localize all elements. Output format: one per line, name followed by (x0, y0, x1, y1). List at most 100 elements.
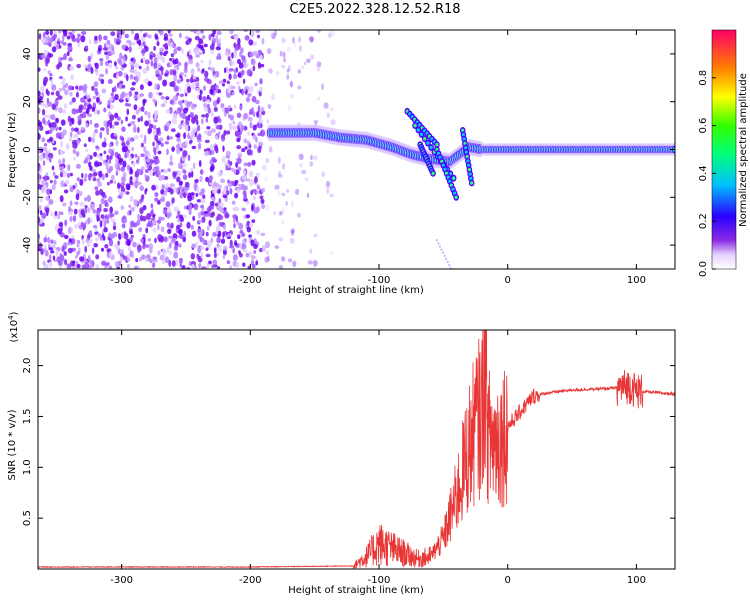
noise-speckle (243, 112, 248, 120)
noise-speckle (330, 30, 336, 37)
noise-speckle (121, 30, 125, 35)
noise-speckle (137, 126, 140, 134)
noise-speckle (212, 30, 217, 35)
noise-speckle (115, 66, 118, 70)
noise-speckle (119, 80, 124, 85)
noise-speckle (61, 247, 65, 253)
noise-speckle (154, 83, 158, 90)
noise-speckle (155, 69, 160, 75)
noise-speckle (153, 61, 158, 68)
noise-speckle (85, 148, 89, 153)
noise-speckle (199, 175, 203, 183)
noise-speckle (204, 150, 210, 156)
noise-speckle (109, 43, 114, 50)
noise-speckle (98, 101, 102, 105)
noise-speckle (176, 176, 181, 182)
noise-speckle (239, 105, 243, 110)
noise-speckle (78, 104, 84, 110)
noise-speckle (67, 115, 71, 122)
noise-speckle (92, 209, 97, 214)
noise-speckle (245, 96, 251, 103)
noise-speckle (95, 237, 99, 242)
noise-speckle (50, 239, 54, 244)
noise-speckle (108, 148, 113, 154)
noise-speckle (196, 119, 199, 126)
noise-speckle (76, 251, 80, 256)
noise-speckle (239, 230, 244, 234)
noise-speckle (187, 37, 192, 43)
noise-speckle (68, 56, 73, 62)
noise-speckle (190, 132, 196, 139)
noise-speckle (173, 186, 177, 193)
noise-speckle (237, 37, 241, 45)
noise-speckle (116, 163, 121, 168)
noise-speckle (208, 260, 212, 265)
noise-speckle (173, 244, 179, 251)
noise-speckle (200, 251, 203, 259)
noise-speckle (234, 192, 239, 199)
noise-speckle (212, 186, 218, 194)
noise-speckle (165, 201, 171, 208)
colorbar-gradient (711, 29, 737, 270)
noise-speckle (55, 132, 61, 139)
noise-speckle (126, 257, 131, 262)
noise-speckle (290, 228, 295, 234)
noise-speckle (202, 68, 205, 73)
noise-speckle (208, 34, 212, 41)
noise-speckle (443, 254, 446, 258)
noise-speckle (144, 134, 147, 142)
noise-speckle (100, 197, 105, 205)
noise-speckle (202, 96, 207, 103)
noise-speckle (114, 93, 119, 101)
noise-speckle (238, 62, 244, 69)
noise-speckle (236, 157, 242, 165)
noise-speckle (77, 42, 81, 48)
noise-speckle (222, 145, 225, 152)
noise-speckle (45, 58, 50, 64)
noise-speckle (138, 45, 142, 50)
noise-speckle (117, 30, 122, 35)
noise-speckle (90, 203, 95, 211)
noise-speckle (108, 239, 114, 247)
noise-speckle (84, 173, 88, 179)
noise-speckle (297, 69, 301, 74)
noise-speckle (43, 143, 48, 147)
noise-speckle (129, 69, 135, 73)
noise-speckle (205, 176, 210, 183)
noise-speckle (191, 263, 195, 269)
noise-speckle (75, 255, 78, 259)
colorbar-tick-label: 0.0 (698, 261, 709, 277)
noise-speckle (119, 52, 123, 60)
noise-speckle (281, 64, 285, 69)
noise-speckle (260, 232, 266, 236)
noise-speckle (236, 125, 240, 130)
noise-speckle (187, 195, 193, 202)
noise-speckle (180, 142, 184, 149)
noise-speckle (65, 179, 70, 186)
noise-speckle (87, 255, 91, 261)
noise-speckle (200, 44, 204, 51)
noise-speckle (226, 91, 231, 99)
noise-speckle (151, 221, 157, 225)
noise-speckle (134, 153, 138, 158)
noise-speckle (221, 83, 226, 87)
noise-speckle (198, 51, 203, 56)
noise-speckle (73, 134, 79, 139)
noise-speckle (190, 192, 195, 196)
noise-speckle (67, 172, 70, 179)
noise-speckle (225, 150, 231, 156)
noise-speckle (166, 236, 170, 242)
noise-speckle (259, 247, 263, 253)
noise-speckle (231, 167, 235, 172)
noise-speckle (201, 216, 206, 223)
noise-speckle (100, 78, 105, 85)
noise-speckle (38, 133, 41, 140)
noise-speckle (438, 245, 442, 248)
noise-speckle (116, 116, 121, 121)
noise-speckle (259, 78, 263, 85)
noise-speckle (90, 67, 94, 74)
noise-speckle (227, 163, 231, 169)
noise-speckle (69, 91, 73, 97)
x-tick-label: -300 (110, 575, 133, 586)
noise-speckle (174, 67, 178, 71)
